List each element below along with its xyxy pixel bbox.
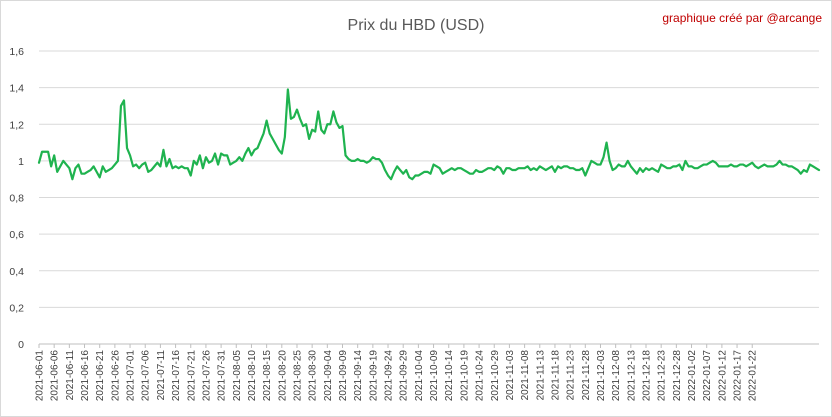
x-tick-label: 2021-12-23 [657, 350, 668, 402]
x-tick-label: 2021-11-13 [535, 350, 546, 401]
x-axis-ticks: 2021-06-01 2021-06-06 2021-06-11 2021-06-16… [35, 344, 759, 401]
series-layer [37, 88, 821, 181]
x-tick-label: 2021-11-08 [520, 350, 531, 401]
x-tick-label: 2021-06-01 [35, 350, 46, 402]
x-tick-label: 2021-10-29 [490, 350, 501, 402]
y-axis-ticks: 0 0,2 0,4 0,6 0,8 1 1,2 1,4 1,6 [9, 46, 24, 351]
x-tick-label: 2021-09-24 [384, 350, 395, 402]
x-tick-label: 2021-11-18 [550, 350, 561, 401]
x-tick-label: 2022-01-17 [733, 350, 744, 402]
x-tick-label: 2021-07-16 [171, 350, 182, 402]
x-tick-label: 2021-11-23 [566, 350, 577, 401]
credit-text: graphique créé par @arcange [662, 11, 822, 25]
y-tick-label: 1,2 [9, 119, 24, 131]
x-tick-label: 2021-12-28 [672, 350, 683, 402]
x-tick-label: 2021-10-19 [459, 350, 470, 402]
x-tick-label: 2021-10-14 [444, 350, 455, 402]
x-tick-label: 2021-10-24 [475, 350, 486, 402]
y-tick-label: 0,8 [9, 193, 24, 205]
x-tick-label: 2021-09-09 [338, 350, 349, 402]
x-tick-label: 2022-01-12 [717, 350, 728, 402]
x-tick-label: 2021-09-14 [353, 350, 364, 402]
x-tick-label: 2021-08-10 [247, 350, 258, 402]
y-tick-label: 1 [18, 156, 24, 168]
gridlines [39, 50, 819, 345]
x-tick-label: 2021-12-08 [611, 350, 622, 402]
x-tick-label: 2022-01-22 [748, 350, 759, 402]
x-tick-label: 2021-06-21 [95, 350, 106, 402]
chart-title: Prix du HBD (USD) [348, 17, 485, 34]
y-tick-label: 0,4 [9, 266, 24, 278]
x-tick-label: 2022-01-07 [702, 350, 713, 402]
x-tick-label: 2021-08-30 [308, 350, 319, 402]
x-tick-label: 2021-07-26 [201, 350, 212, 402]
x-tick-label: 2022-01-02 [687, 350, 698, 402]
x-tick-label: 2021-07-01 [126, 350, 137, 402]
x-tick-label: 2021-12-18 [642, 350, 653, 402]
x-tick-label: 2021-08-20 [277, 350, 288, 402]
x-tick-label: 2021-06-26 [110, 350, 121, 402]
y-tick-label: 0,6 [9, 229, 24, 241]
series-line-hbd-price [37, 88, 821, 181]
x-tick-label: 2021-08-25 [292, 350, 303, 402]
y-tick-label: 1,6 [9, 46, 24, 58]
y-tick-label: 0 [18, 339, 24, 351]
x-tick-label: 2021-06-16 [80, 350, 91, 402]
x-tick-label: 2021-07-11 [156, 350, 167, 401]
x-tick-label: 2021-09-29 [399, 350, 410, 402]
x-tick-label: 2021-10-09 [429, 350, 440, 402]
x-tick-label: 2021-10-04 [414, 350, 425, 402]
x-tick-label: 2021-07-21 [186, 350, 197, 402]
x-tick-label: 2021-08-05 [232, 350, 243, 402]
x-tick-label: 2021-09-19 [368, 350, 379, 402]
x-tick-label: 2021-09-04 [323, 350, 334, 402]
y-tick-label: 1,4 [9, 83, 24, 95]
x-tick-label: 2021-06-11 [65, 350, 76, 401]
y-tick-label: 0,2 [9, 302, 24, 314]
x-tick-label: 2021-11-03 [505, 350, 516, 401]
x-tick-label: 2021-11-28 [581, 350, 592, 401]
x-tick-label: 2021-12-13 [626, 350, 637, 402]
x-tick-label: 2021-07-31 [217, 350, 228, 402]
x-tick-label: 2021-08-15 [262, 350, 273, 402]
x-tick-label: 2021-12-03 [596, 350, 607, 402]
x-tick-label: 2021-07-06 [141, 350, 152, 402]
x-tick-label: 2021-06-06 [50, 350, 61, 402]
